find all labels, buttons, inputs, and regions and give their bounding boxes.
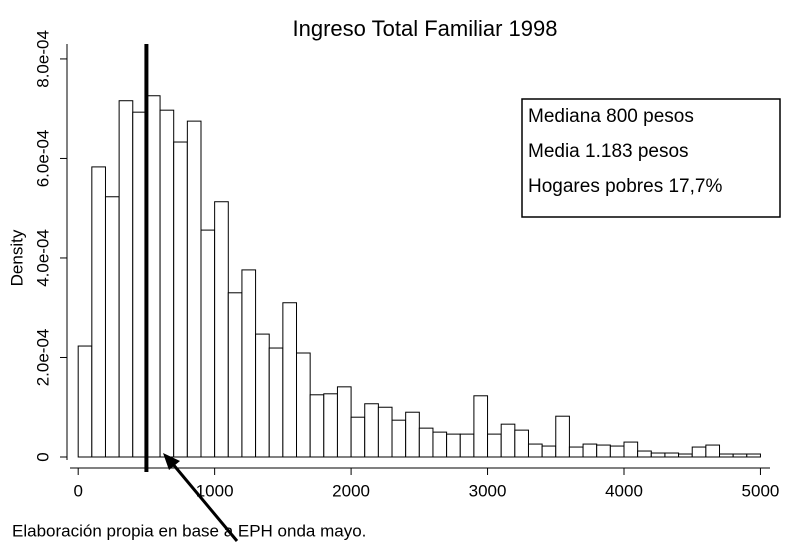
y-tick-label: 0 bbox=[33, 452, 52, 461]
y-tick-label: 4.0e-04 bbox=[33, 229, 52, 287]
bar bbox=[77, 345, 93, 458]
bar bbox=[268, 347, 284, 458]
y-axis-label: Density bbox=[7, 229, 26, 286]
bar bbox=[364, 403, 379, 458]
bar bbox=[623, 441, 639, 458]
bar bbox=[186, 120, 202, 458]
bar bbox=[746, 453, 761, 458]
bar bbox=[473, 395, 489, 458]
bar bbox=[719, 453, 734, 458]
legend-text: Mediana 800 pesos bbox=[528, 106, 694, 127]
bar bbox=[255, 333, 270, 458]
bar bbox=[145, 95, 161, 458]
bar bbox=[173, 141, 188, 458]
bar bbox=[432, 431, 448, 458]
bar bbox=[200, 229, 216, 458]
x-tick-label: 1000 bbox=[196, 481, 234, 500]
bar bbox=[568, 446, 584, 458]
bar bbox=[405, 411, 420, 458]
bar bbox=[732, 453, 748, 458]
bar bbox=[132, 111, 147, 458]
y-tick-label: 2.0e-04 bbox=[33, 329, 52, 387]
bar bbox=[596, 444, 611, 458]
bar bbox=[391, 419, 407, 458]
bar bbox=[418, 427, 434, 458]
legend-box bbox=[521, 98, 781, 218]
bar bbox=[527, 443, 543, 458]
bar bbox=[678, 453, 693, 458]
bar bbox=[336, 386, 352, 458]
bar bbox=[487, 433, 502, 458]
bar bbox=[459, 433, 475, 458]
bar bbox=[214, 201, 229, 458]
bar bbox=[159, 109, 175, 458]
bar bbox=[691, 446, 707, 458]
bar bbox=[705, 444, 721, 458]
note-background bbox=[0, 519, 786, 542]
bar bbox=[296, 352, 311, 458]
bar bbox=[282, 302, 298, 458]
bar bbox=[446, 433, 461, 458]
bar bbox=[664, 452, 680, 458]
x-tick-label: 2000 bbox=[332, 481, 370, 500]
x-tick-label: 3000 bbox=[469, 481, 507, 500]
y-tick-label: 6.0e-04 bbox=[33, 130, 52, 188]
bar bbox=[323, 393, 338, 458]
x-tick-label: 0 bbox=[73, 481, 82, 500]
legend-text: Hogares pobres 17,7% bbox=[528, 176, 722, 197]
bar bbox=[227, 292, 243, 458]
bar bbox=[350, 416, 366, 458]
bar bbox=[118, 100, 134, 458]
bar bbox=[582, 443, 598, 458]
bar bbox=[309, 394, 325, 458]
bar bbox=[555, 415, 570, 458]
arrow bbox=[170, 462, 239, 542]
bar bbox=[541, 445, 557, 458]
legend-text: Media 1.183 pesos bbox=[528, 141, 689, 162]
bar bbox=[104, 196, 120, 458]
y-tick-label: 8.0e-04 bbox=[33, 30, 52, 88]
x-tick-label: 4000 bbox=[605, 481, 643, 500]
bar bbox=[91, 166, 106, 458]
bar bbox=[377, 406, 393, 458]
arrow-head bbox=[163, 453, 180, 470]
bar bbox=[650, 452, 666, 458]
bar bbox=[637, 450, 652, 458]
bar bbox=[514, 429, 529, 458]
x-tick-label: 5000 bbox=[742, 481, 780, 500]
chart-title: Ingreso Total Familiar 1998 bbox=[293, 16, 558, 41]
bar bbox=[241, 269, 257, 458]
bar bbox=[609, 445, 625, 458]
footnote: Elaboración propia en base a EPH onda ma… bbox=[12, 521, 366, 540]
bar bbox=[500, 423, 516, 458]
